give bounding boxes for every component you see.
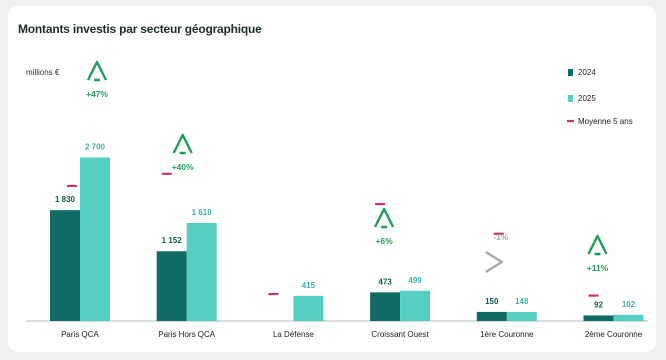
bar-2025-1ere-couronne — [506, 312, 537, 321]
tick-label-1ere-couronne: 1ère Couronne — [480, 330, 534, 339]
legend-label-2025: 2025 — [578, 94, 596, 103]
data-label-2025-croissant-ouest: 499 — [408, 276, 422, 285]
legend-label-avg: Moyenne 5 ans — [578, 117, 633, 126]
bar-2024-croissant-ouest — [370, 292, 401, 321]
up-arrow-icon — [86, 60, 108, 82]
unit-label: millions € — [26, 68, 60, 77]
change-label-2eme-couronne: +11% — [587, 263, 609, 273]
tick-label-la-defense: La Défense — [273, 330, 314, 339]
chart-card — [8, 6, 656, 352]
up-arrow-icon — [172, 133, 193, 155]
legend-label-2024: 2024 — [578, 68, 596, 77]
legend: 2024 2025 Moyenne 5 ans — [567, 68, 633, 126]
bar-2024-paris-qca — [50, 210, 80, 321]
data-label-2024-paris-hors-qca: 1 152 — [162, 236, 183, 245]
data-label-2025-la-defense: 415 — [302, 281, 316, 290]
flat-arrow-icon — [485, 250, 503, 274]
bar-2024-1ere-couronne — [476, 311, 507, 321]
change-label-paris-qca: +47% — [86, 89, 108, 99]
tick-label-2eme-couronne: 2ème Couronne — [585, 330, 643, 339]
data-label-2025-paris-qca: 2 700 — [85, 142, 106, 151]
tick-label-paris-hors-qca: Paris Hors QCA — [158, 330, 216, 339]
bar-2025-la-defense — [293, 295, 324, 321]
plot-area: 1 830 2 700 Paris QCA +47% 1 152 1 618 Paris H… — [26, 60, 648, 339]
tick-label-croissant-ouest: Croissant Ouest — [371, 330, 429, 339]
legend-swatch-2025 — [568, 95, 573, 102]
data-label-2025-2eme-couronne: 102 — [622, 300, 636, 309]
bar-2024-paris-hors-qca — [156, 251, 187, 321]
chart-title: Montants investis par secteur géographiq… — [18, 22, 262, 36]
tick-label-paris-qca: Paris QCA — [61, 330, 99, 339]
data-label-2024-2eme-couronne: 92 — [594, 300, 603, 309]
change-label-paris-hors-qca: +40% — [172, 162, 194, 172]
bar-2025-paris-qca — [80, 157, 110, 321]
data-label-2024-croissant-ouest: 473 — [378, 277, 392, 286]
bar-2025-2eme-couronne — [613, 314, 644, 321]
bar-2025-paris-hors-qca — [186, 223, 217, 321]
legend-swatch-2024 — [568, 69, 573, 76]
change-label-croissant-ouest: +6% — [375, 236, 393, 246]
up-arrow-icon — [587, 234, 608, 256]
change-label-1ere-couronne: -1% — [493, 232, 509, 242]
data-label-2024-1ere-couronne: 150 — [485, 297, 499, 306]
bar-2025-croissant-ouest — [400, 290, 431, 321]
data-label-2024-paris-qca: 1 830 — [55, 195, 76, 204]
bar-2024-2eme-couronne — [583, 315, 614, 321]
data-label-2025-1ere-couronne: 148 — [515, 297, 529, 306]
up-arrow-icon — [374, 207, 395, 229]
data-label-2025-paris-hors-qca: 1 618 — [192, 208, 213, 217]
